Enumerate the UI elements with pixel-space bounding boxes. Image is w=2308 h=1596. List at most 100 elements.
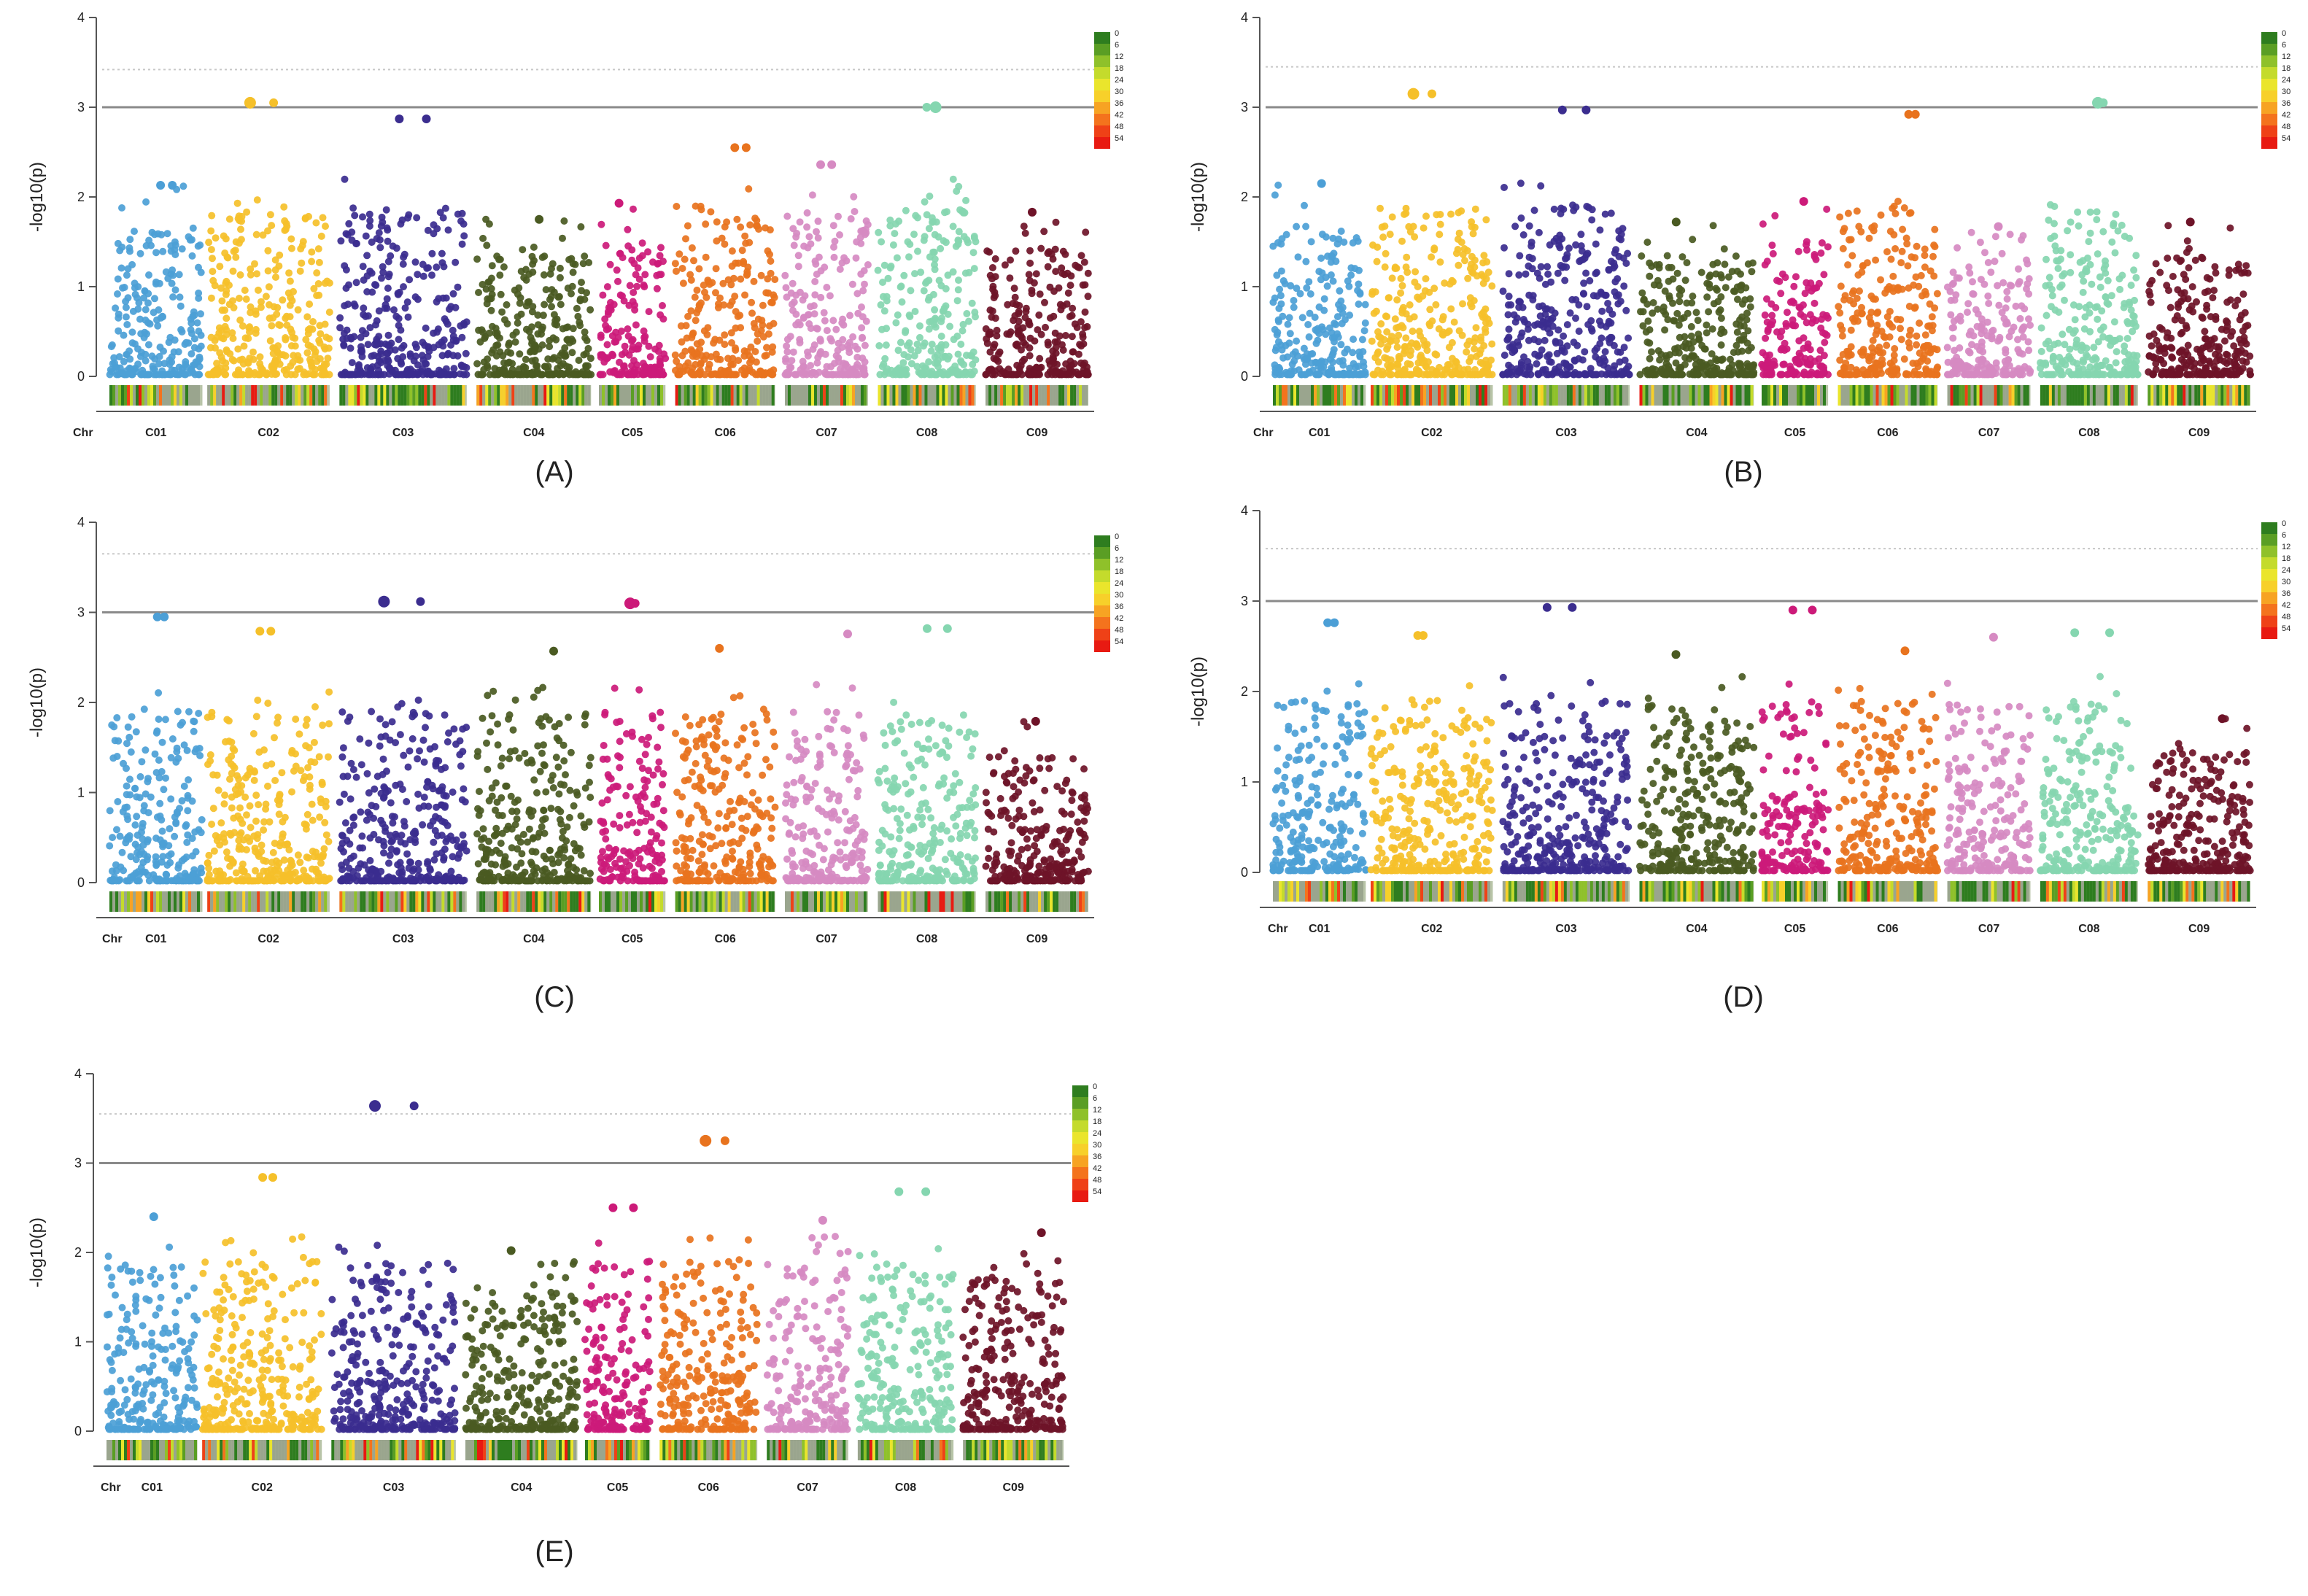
snp-point	[823, 327, 831, 335]
snp-point	[1398, 237, 1406, 245]
snp-point	[112, 363, 120, 371]
snp-point	[1514, 368, 1522, 376]
snp-point	[325, 309, 333, 316]
snp-point	[959, 327, 967, 335]
snp-point	[934, 363, 942, 371]
snp-point	[796, 218, 804, 226]
snp-point	[1703, 279, 1711, 287]
snp-point	[1696, 358, 1704, 366]
density-strip	[191, 385, 194, 406]
snp-point	[894, 346, 902, 355]
snp-point	[2093, 208, 2101, 216]
snp-point	[1479, 309, 1487, 316]
snp-point	[362, 232, 370, 240]
snp-point	[905, 353, 913, 361]
snp-point	[1327, 271, 1335, 279]
chromosome-label-C07: C07	[816, 427, 837, 439]
snp-point	[1500, 352, 1509, 359]
density-strip	[523, 385, 527, 406]
density-legend-label: 12	[1115, 53, 1123, 61]
snp-point	[1790, 282, 1798, 290]
snp-point	[2003, 295, 2011, 303]
snp-point	[1066, 282, 1074, 290]
snp-point	[158, 231, 166, 239]
density-legend-label: 6	[1115, 41, 1119, 50]
density-strip	[895, 385, 899, 406]
snp-point	[311, 352, 319, 359]
snp-point	[783, 342, 791, 350]
snp-point	[1470, 338, 1478, 346]
snp-point	[1605, 317, 1613, 325]
density-strip	[1056, 385, 1059, 406]
density-strip	[910, 385, 913, 406]
snp-point	[236, 271, 244, 279]
density-strip	[796, 385, 799, 406]
snp-point	[916, 369, 924, 377]
snp-point	[1872, 256, 1880, 264]
snp-point	[142, 316, 150, 324]
snp-point	[433, 263, 441, 271]
snp-point	[346, 344, 355, 352]
snp-point	[556, 264, 564, 272]
snp-point	[2091, 354, 2099, 362]
snp-point	[653, 284, 661, 293]
snp-point	[640, 365, 648, 373]
snp-point	[320, 343, 328, 351]
snp-point	[904, 238, 912, 246]
snp-point	[1838, 332, 1846, 340]
snp-point	[178, 328, 186, 336]
density-strip	[570, 385, 573, 406]
density-strip	[698, 385, 702, 406]
snp-point	[514, 313, 522, 321]
snp-point	[1768, 311, 1776, 319]
snp-point	[1670, 317, 1678, 325]
snp-point	[764, 275, 772, 283]
snp-point	[892, 319, 900, 327]
snp-point	[1277, 240, 1285, 248]
snp-point	[1806, 361, 1814, 369]
snp-point	[265, 283, 273, 291]
snp-point	[1059, 367, 1066, 375]
snp-point	[1381, 222, 1389, 231]
snp-point	[848, 280, 856, 288]
snp-point	[384, 237, 392, 245]
snp-point	[1276, 285, 1284, 293]
snp-point	[529, 260, 537, 268]
snp-point	[355, 363, 363, 371]
snp-point	[150, 231, 158, 239]
snp-point	[430, 344, 438, 352]
snp-point	[886, 369, 894, 377]
snp-point	[1837, 282, 1845, 290]
snp-point	[671, 351, 679, 359]
snp-point	[847, 215, 855, 222]
snp-point	[1079, 330, 1087, 338]
snp-point	[308, 257, 316, 266]
snp-point	[1684, 309, 1692, 317]
snp-point	[2015, 265, 2022, 273]
snp-point	[1808, 287, 1816, 295]
snp-point	[1452, 368, 1460, 375]
snp-point	[1022, 304, 1030, 312]
snp-point	[1520, 370, 1528, 378]
snp-point	[931, 261, 938, 268]
snp-point	[1516, 252, 1524, 260]
snp-point	[1381, 354, 1389, 362]
snp-point	[1533, 360, 1541, 368]
snp-point	[846, 311, 854, 319]
snp-point	[122, 303, 130, 311]
density-strip	[406, 385, 410, 406]
snp-point	[1818, 362, 1826, 370]
snp-point	[1978, 361, 1986, 369]
snp-point	[625, 301, 633, 309]
snp-point	[695, 265, 703, 273]
density-strip	[213, 385, 217, 406]
density-strip	[433, 385, 436, 406]
snp-point	[826, 292, 834, 300]
snp-point	[2058, 281, 2066, 289]
snp-point	[1983, 318, 1991, 326]
density-strip	[599, 385, 602, 406]
density-strip	[713, 385, 716, 406]
y-tick-label: 4	[1241, 10, 1248, 25]
snp-point	[406, 276, 414, 284]
snp-point	[2064, 227, 2072, 235]
